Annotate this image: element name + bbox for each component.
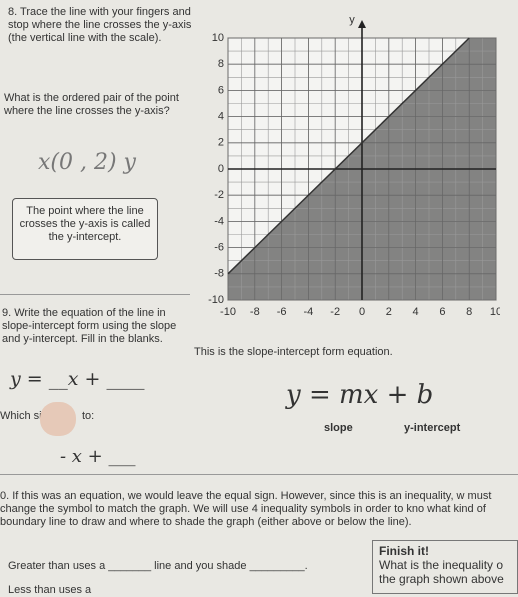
x-tick-label: 0 — [359, 306, 365, 318]
q8-prompt: 8. Trace the line with your fingers and … — [8, 6, 192, 44]
x-tick-label: 8 — [466, 306, 472, 318]
x-tick-label: -8 — [250, 306, 260, 318]
divider — [0, 474, 518, 475]
y-tick-label: 0 — [218, 163, 224, 175]
slope-label: slope — [324, 422, 353, 434]
y-tick-label: -2 — [214, 189, 224, 201]
x-tick-label: 4 — [413, 306, 419, 318]
y-tick-label: -8 — [214, 268, 224, 280]
y-axis-label: y — [349, 14, 355, 26]
blank-equation: y = __x + ____ — [10, 368, 145, 390]
y-tick-label: -6 — [214, 242, 224, 254]
finish-text: What is the inequality o the graph shown… — [379, 558, 504, 586]
x-tick-label: -6 — [277, 306, 287, 318]
finger — [40, 402, 76, 436]
y-tick-label: -4 — [214, 215, 224, 227]
q8-question: What is the ordered pair of the point wh… — [4, 92, 179, 117]
note-box: The point where the line crosses the y-a… — [12, 198, 158, 260]
q10-prompt: 0. If this was an equation, we would lea… — [0, 490, 492, 528]
slope-intercept-form: y = mx + b — [286, 380, 434, 410]
y-tick-label: 2 — [218, 137, 224, 149]
x-tick-label: -2 — [330, 306, 340, 318]
which-end: to: — [82, 410, 95, 422]
x-tick-label: -10 — [220, 306, 236, 318]
y-tick-label: 10 — [212, 32, 224, 44]
x-tick-label: -4 — [304, 306, 314, 318]
y-tick-label: 8 — [218, 58, 224, 70]
greater-line: Greater than uses a _______ line and you… — [8, 560, 308, 572]
graph: -10 -8 -6 -4 -2 0 2 4 6 8 10 -10 -8 -6 -4 -2 0 2 4 6 8 10 y — [208, 14, 500, 318]
q9-prompt: 9. Write the equation of the line in slo… — [2, 307, 177, 345]
boundary-line — [227, 37, 470, 275]
less-line: Less than uses a — [8, 584, 92, 596]
y-tick-label: 6 — [218, 84, 224, 96]
x-tick-label: 10 — [490, 306, 500, 318]
y-axis-arrow — [358, 20, 366, 28]
y-tick-label: -10 — [208, 294, 224, 306]
x-tick-label: 2 — [386, 306, 392, 318]
intercept-label: y-intercept — [404, 422, 461, 434]
finish-title: Finish it! — [379, 544, 429, 558]
x-tick-label: 6 — [439, 306, 445, 318]
partial-equation: - x + ___ — [60, 446, 136, 467]
finish-box: Finish it! What is the inequality o the … — [372, 540, 518, 594]
form-caption: This is the slope-intercept form equatio… — [194, 346, 393, 358]
divider — [0, 294, 190, 295]
which-start: Which si — [0, 410, 42, 422]
handwritten-answer: x(0 , 2) y — [38, 150, 136, 175]
y-tick-label: 4 — [218, 111, 224, 123]
